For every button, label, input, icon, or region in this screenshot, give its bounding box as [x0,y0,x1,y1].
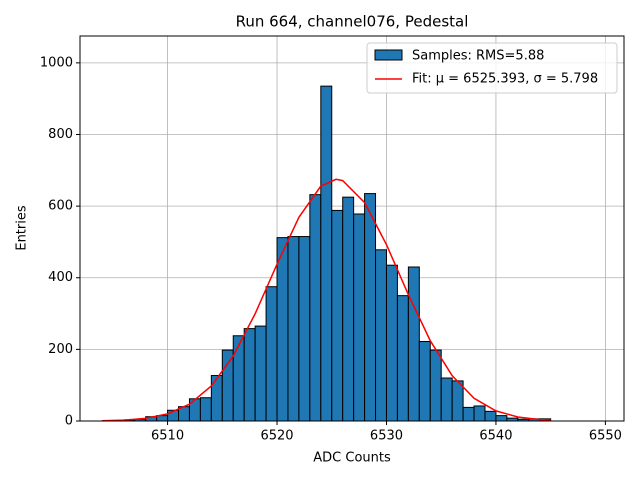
y-tick-label: 400 [48,270,73,285]
y-tick-label: 1000 [40,55,73,70]
histogram-bar [495,415,508,422]
histogram-bar [353,213,366,422]
y-tick-label: 800 [48,127,73,142]
histogram-bar [287,236,300,422]
histogram-bar [309,194,322,422]
x-tick-label: 6540 [479,429,512,444]
y-tick-label: 200 [48,342,73,357]
histogram-bar [276,237,289,422]
histogram-bar [429,349,442,422]
histogram-bar [210,375,223,422]
legend-box [366,42,618,94]
histogram-bar [221,349,234,422]
histogram-bar [254,325,267,422]
histogram-bar [232,335,245,422]
histogram-bar [298,236,311,422]
x-tick-label: 6530 [370,429,403,444]
chart-title: Run 664, channel076, Pedestal [236,13,469,31]
y-tick-label: 600 [48,199,73,214]
histogram-bar [364,193,377,422]
fit-line [101,178,551,422]
histogram-bar [320,85,333,422]
histogram-bar [473,405,486,422]
axes-frame [79,35,625,422]
histogram-bar [375,249,387,422]
histogram-bar [385,264,398,422]
legend-label: Fit: μ = 6525.393, σ = 5.798 [412,72,598,87]
histogram-bar [484,410,497,422]
x-axis-label: ADC Counts [313,451,391,466]
histogram-bar [418,340,431,422]
legend-label: Samples: RMS=5.88 [412,49,544,64]
histogram-bar [407,266,420,422]
x-tick-label: 6510 [151,429,184,444]
histogram-bar [342,196,355,422]
y-axis-label: Entries [15,205,30,251]
x-tick-label: 6520 [260,429,293,444]
histogram-bar [396,295,409,422]
histogram-bar [331,209,344,422]
legend-swatch [374,49,403,61]
x-tick-label: 6550 [589,429,622,444]
histogram-bar [199,397,212,422]
histogram-bar [243,328,256,422]
histogram-bar [462,406,475,422]
histogram-bar [451,380,464,422]
y-tick-label: 0 [65,414,73,429]
histogram-bar [265,286,278,422]
histogram-bar [440,377,453,422]
